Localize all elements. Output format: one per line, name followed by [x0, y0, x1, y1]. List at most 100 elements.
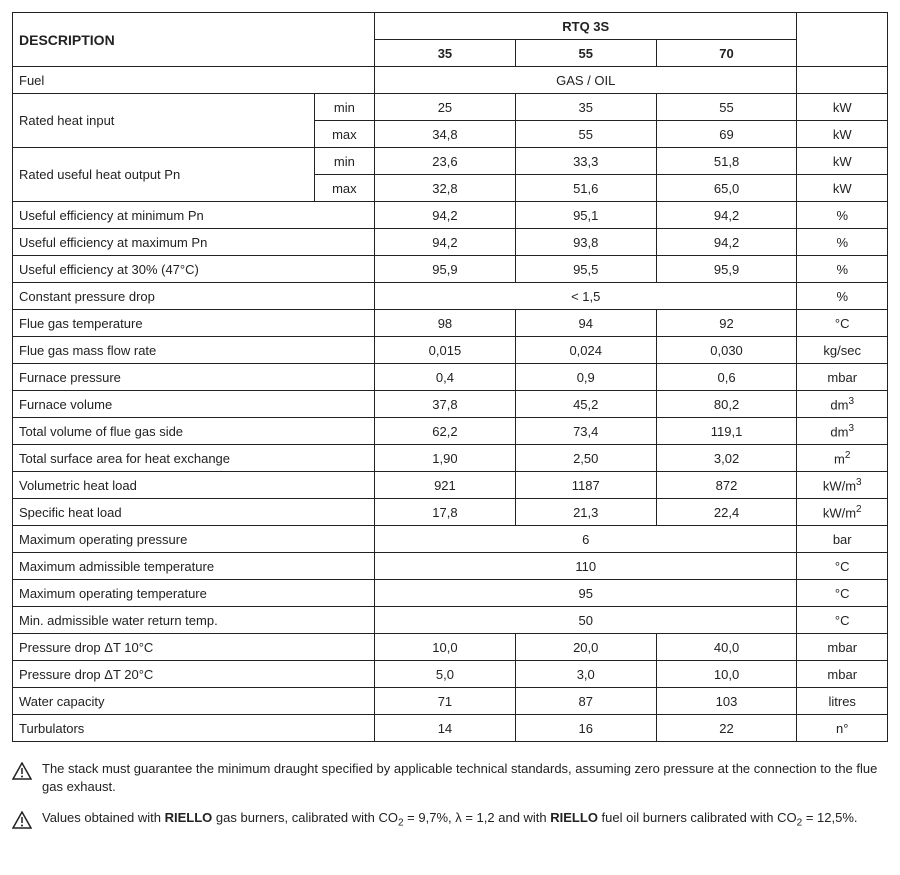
row-label: Total volume of flue gas side: [13, 418, 375, 445]
row-value: 95,5: [515, 256, 656, 283]
row-value: 45,2: [515, 391, 656, 418]
row-value: 0,9: [515, 364, 656, 391]
row-value: 37,8: [375, 391, 516, 418]
row-label: Furnace pressure: [13, 364, 375, 391]
table-row: Water capacity7187103litres: [13, 688, 888, 715]
table-row: Furnace pressure0,40,90,6mbar: [13, 364, 888, 391]
row-value: 51,8: [656, 148, 797, 175]
row-span-value: < 1,5: [375, 283, 797, 310]
row-label: Furnace volume: [13, 391, 375, 418]
row-value: 51,6: [515, 175, 656, 202]
row-value: 921: [375, 472, 516, 499]
row-unit: °C: [797, 580, 888, 607]
row-value: 10,0: [656, 661, 797, 688]
row-value: 3,0: [515, 661, 656, 688]
row-value: 21,3: [515, 499, 656, 526]
row-unit: n°: [797, 715, 888, 742]
row-unit: [797, 67, 888, 94]
model-col-2: 70: [656, 40, 797, 67]
row-span-value: 6: [375, 526, 797, 553]
row-unit: mbar: [797, 364, 888, 391]
row-unit: %: [797, 229, 888, 256]
row-value: 32,8: [375, 175, 516, 202]
table-header: DESCRIPTION RTQ 3S 35 55 70: [13, 13, 888, 67]
row-value: 62,2: [375, 418, 516, 445]
table-row: Maximum operating temperature95°C: [13, 580, 888, 607]
row-label: Rated useful heat output Pn: [13, 148, 315, 202]
row-value: 2,50: [515, 445, 656, 472]
row-label: Useful efficiency at 30% (47°C): [13, 256, 375, 283]
table-row: Flue gas mass flow rate0,0150,0240,030kg…: [13, 337, 888, 364]
row-unit: litres: [797, 688, 888, 715]
row-value: 71: [375, 688, 516, 715]
row-label: Useful efficiency at minimum Pn: [13, 202, 375, 229]
row-unit: kW: [797, 94, 888, 121]
row-value: 69: [656, 121, 797, 148]
row-value: 0,6: [656, 364, 797, 391]
row-sublabel: max: [314, 121, 374, 148]
row-value: 92: [656, 310, 797, 337]
row-unit: kW: [797, 121, 888, 148]
table-row: Volumetric heat load9211187872kW/m3: [13, 472, 888, 499]
table-row: Pressure drop ΔT 20°C5,03,010,0mbar: [13, 661, 888, 688]
row-label: Rated heat input: [13, 94, 315, 148]
row-value: 16: [515, 715, 656, 742]
row-value: 65,0: [656, 175, 797, 202]
row-value: 55: [656, 94, 797, 121]
table-row: Rated heat inputmin253555kW: [13, 94, 888, 121]
table-row: Useful efficiency at minimum Pn94,295,19…: [13, 202, 888, 229]
row-label: Min. admissible water return temp.: [13, 607, 375, 634]
table-row: Min. admissible water return temp.50°C: [13, 607, 888, 634]
table-row: Total surface area for heat exchange1,90…: [13, 445, 888, 472]
row-value: 1187: [515, 472, 656, 499]
warning-icon: [12, 762, 32, 785]
table-row: Turbulators141622n°: [13, 715, 888, 742]
row-value: 33,3: [515, 148, 656, 175]
table-body: FuelGAS / OILRated heat inputmin253555kW…: [13, 67, 888, 742]
table-row: Rated useful heat output Pnmin23,633,351…: [13, 148, 888, 175]
row-label: Specific heat load: [13, 499, 375, 526]
row-value: 94,2: [375, 202, 516, 229]
row-value: 87: [515, 688, 656, 715]
row-value: 94: [515, 310, 656, 337]
model-col-1: 55: [515, 40, 656, 67]
row-unit: °C: [797, 607, 888, 634]
row-label: Maximum admissible temperature: [13, 553, 375, 580]
row-unit: °C: [797, 553, 888, 580]
row-label: Maximum operating temperature: [13, 580, 375, 607]
row-unit: kW: [797, 148, 888, 175]
row-value: 34,8: [375, 121, 516, 148]
row-unit: mbar: [797, 634, 888, 661]
row-unit: kg/sec: [797, 337, 888, 364]
row-value: 25: [375, 94, 516, 121]
row-value: 22,4: [656, 499, 797, 526]
row-value: 23,6: [375, 148, 516, 175]
row-unit: %: [797, 283, 888, 310]
note-2: Values obtained with RIELLO gas burners,…: [12, 809, 888, 834]
table-row: FuelGAS / OIL: [13, 67, 888, 94]
row-sublabel: min: [314, 148, 374, 175]
row-span-value: 95: [375, 580, 797, 607]
row-label: Pressure drop ΔT 20°C: [13, 661, 375, 688]
table-row: Useful efficiency at maximum Pn94,293,89…: [13, 229, 888, 256]
model-col-0: 35: [375, 40, 516, 67]
row-value: 10,0: [375, 634, 516, 661]
row-value: 103: [656, 688, 797, 715]
note-1-text: The stack must guarantee the minimum dra…: [42, 760, 888, 795]
row-unit: dm3: [797, 391, 888, 418]
row-value: 98: [375, 310, 516, 337]
row-label: Total surface area for heat exchange: [13, 445, 375, 472]
row-unit: kW: [797, 175, 888, 202]
row-label: Constant pressure drop: [13, 283, 375, 310]
row-unit: kW/m3: [797, 472, 888, 499]
row-unit: mbar: [797, 661, 888, 688]
row-label: Flue gas mass flow rate: [13, 337, 375, 364]
table-row: Specific heat load17,821,322,4kW/m2: [13, 499, 888, 526]
row-sublabel: max: [314, 175, 374, 202]
notes: The stack must guarantee the minimum dra…: [12, 760, 888, 834]
table-row: Flue gas temperature989492°C: [13, 310, 888, 337]
description-header: DESCRIPTION: [13, 13, 375, 67]
row-value: 93,8: [515, 229, 656, 256]
row-value: 95,1: [515, 202, 656, 229]
row-unit: dm3: [797, 418, 888, 445]
